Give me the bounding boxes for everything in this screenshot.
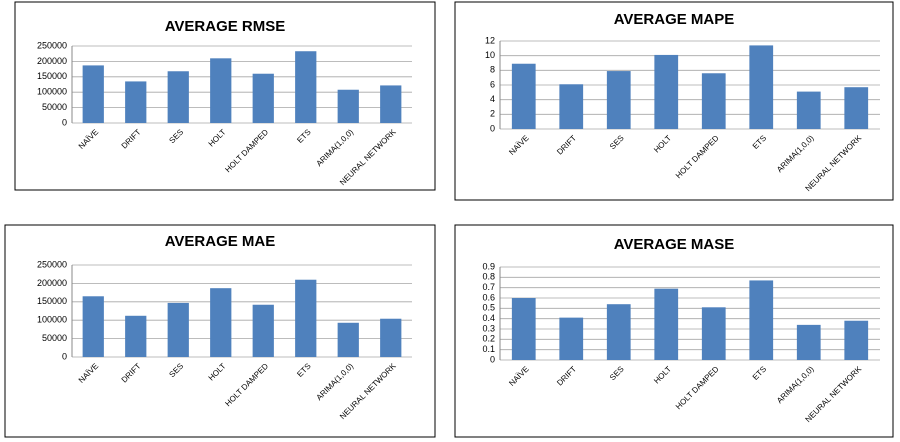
bar	[82, 65, 104, 123]
y-tick-label: 0	[62, 117, 67, 127]
y-tick-label: 2	[490, 109, 495, 119]
y-tick-label: 4	[490, 94, 495, 104]
y-tick-label: 0.3	[482, 323, 495, 333]
bar	[295, 51, 317, 123]
bar	[749, 45, 774, 129]
y-tick-label: 0.4	[482, 313, 495, 323]
bar	[511, 298, 536, 360]
y-tick-label: 8	[490, 65, 495, 75]
bar	[654, 54, 679, 129]
bar	[844, 87, 869, 129]
bar	[844, 320, 869, 360]
y-tick-label: 100000	[37, 87, 67, 97]
y-tick-label: 250000	[37, 259, 67, 269]
bar	[511, 63, 536, 129]
y-tick-label: 6	[490, 79, 495, 89]
y-tick-label: 200000	[37, 278, 67, 288]
y-tick-label: 0.5	[482, 303, 495, 313]
bar	[606, 71, 631, 129]
y-tick-label: 150000	[37, 71, 67, 81]
bar	[210, 58, 232, 123]
chart-title: AVERAGE MAPE	[614, 11, 735, 28]
bar	[252, 73, 274, 123]
bar	[701, 73, 726, 129]
bar	[252, 304, 274, 357]
bar	[82, 296, 104, 357]
y-tick-label: 0.6	[482, 292, 495, 302]
bar	[559, 317, 584, 360]
y-tick-label: 12	[485, 35, 495, 45]
y-tick-label: 0.9	[482, 261, 495, 271]
bar	[380, 85, 402, 123]
y-tick-label: 250000	[37, 40, 67, 50]
y-tick-label: 10	[485, 50, 495, 60]
bar	[749, 280, 774, 360]
bar	[337, 89, 359, 123]
bar	[796, 324, 821, 360]
y-tick-label: 0.7	[482, 282, 495, 292]
bar	[701, 307, 726, 360]
bar	[796, 91, 821, 129]
bar	[210, 288, 232, 357]
y-tick-label: 0.2	[482, 334, 495, 344]
bar	[559, 84, 584, 129]
y-tick-label: 0.8	[482, 272, 495, 282]
chart-title: AVERAGE MAE	[165, 233, 276, 250]
bar	[606, 304, 631, 360]
y-tick-label: 0	[490, 123, 495, 133]
bar	[167, 302, 189, 357]
y-tick-label: 100000	[37, 315, 67, 325]
bar	[337, 322, 359, 357]
bar	[380, 318, 402, 357]
bar	[295, 279, 317, 357]
bar	[125, 81, 147, 123]
bar	[167, 71, 189, 123]
y-tick-label: 50000	[42, 102, 67, 112]
bar	[125, 315, 147, 357]
y-tick-label: 0	[490, 354, 495, 364]
bar	[654, 288, 679, 360]
y-tick-label: 0	[62, 351, 67, 361]
y-tick-label: 50000	[42, 333, 67, 343]
chart-title: AVERAGE MASE	[614, 236, 735, 253]
chart-title: AVERAGE RMSE	[165, 18, 286, 35]
y-tick-label: 0.1	[482, 344, 495, 354]
y-tick-label: 150000	[37, 296, 67, 306]
y-tick-label: 200000	[37, 56, 67, 66]
